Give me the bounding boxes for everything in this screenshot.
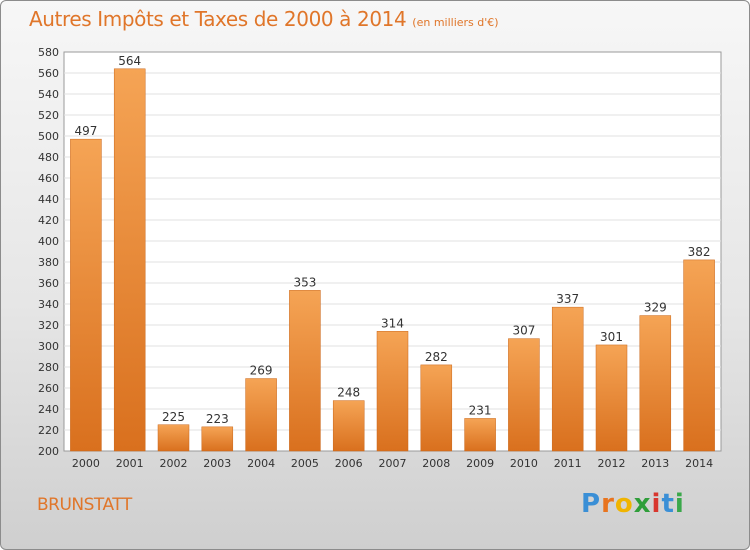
data-label: 497 (74, 124, 97, 138)
data-label: 225 (162, 410, 185, 424)
x-tick-label: 2007 (379, 457, 407, 470)
bar (508, 338, 540, 452)
data-label: 564 (118, 54, 141, 68)
data-label: 231 (469, 403, 492, 417)
x-tick-label: 2003 (203, 457, 231, 470)
proxiti-logo[interactable]: Proxiti (581, 489, 685, 519)
data-label: 301 (600, 330, 623, 344)
bar (289, 290, 321, 452)
y-tick-label: 320 (38, 319, 59, 332)
x-tick-label: 2004 (247, 457, 275, 470)
bar (157, 424, 190, 452)
bar (420, 364, 453, 452)
x-axis-labels: 2000 2001 2002 2003 2004 2005 2006 2007 2008 2009… (72, 457, 713, 470)
y-tick-label: 560 (38, 67, 59, 80)
logo-letter: i (651, 489, 662, 519)
logo-letter: i (674, 489, 685, 519)
logo-letter: r (601, 489, 615, 519)
bar (245, 378, 277, 452)
bar (70, 138, 102, 452)
y-tick-label: 440 (38, 193, 59, 206)
x-tick-label: 2013 (641, 457, 669, 470)
x-tick-label: 2000 (72, 457, 100, 470)
logo-letter: x (633, 489, 652, 519)
value-labels: 497 564 225 223 269 353 248 314 282 231 307 337 301 3… (74, 54, 710, 426)
y-tick-label: 220 (38, 424, 59, 437)
bar (113, 68, 146, 452)
y-tick-label: 540 (38, 88, 59, 101)
x-tick-label: 2012 (598, 457, 626, 470)
y-tick-label: 400 (38, 235, 59, 248)
bars (70, 68, 715, 452)
x-tick-label: 2002 (160, 457, 188, 470)
x-tick-label: 2010 (510, 457, 538, 470)
data-label: 223 (206, 412, 229, 426)
data-label: 248 (337, 386, 360, 400)
y-tick-label: 380 (38, 256, 59, 269)
y-tick-label: 280 (38, 361, 59, 374)
x-tick-label: 2014 (685, 457, 713, 470)
y-tick-label: 520 (38, 109, 59, 122)
chart-title-text: Autres Impôts et Taxes de 2000 à 2014 (29, 7, 407, 31)
data-label: 307 (512, 324, 535, 338)
y-axis-labels: 200 220 240 260 280 300 320 340 360 380 400 420 440 4… (38, 46, 59, 458)
y-tick-label: 500 (38, 130, 59, 143)
data-label: 353 (293, 275, 316, 289)
data-label: 314 (381, 316, 404, 330)
bar (595, 344, 628, 452)
logo-letter: P (581, 489, 602, 519)
logo-letter: o (614, 489, 634, 519)
y-tick-label: 240 (38, 403, 59, 416)
chart-subtitle: (en milliers d'€) (412, 16, 499, 29)
data-label: 382 (688, 245, 711, 259)
y-tick-label: 260 (38, 382, 59, 395)
bar (376, 331, 409, 452)
bar (201, 426, 234, 452)
bar (683, 259, 715, 452)
x-tick-label: 2008 (422, 457, 450, 470)
y-tick-label: 360 (38, 277, 59, 290)
bar (551, 306, 584, 452)
y-tick-label: 200 (38, 445, 59, 458)
y-tick-label: 420 (38, 214, 59, 227)
location-name: BRUNSTATT (37, 495, 132, 515)
x-tick-label: 2006 (335, 457, 363, 470)
x-tick-label: 2009 (466, 457, 494, 470)
data-label: 269 (250, 364, 273, 378)
y-tick-label: 340 (38, 298, 59, 311)
data-label: 329 (644, 301, 667, 315)
chart-title: Autres Impôts et Taxes de 2000 à 2014 (en… (29, 7, 499, 31)
x-tick-label: 2011 (554, 457, 582, 470)
x-tick-label: 2005 (291, 457, 319, 470)
y-tick-label: 480 (38, 151, 59, 164)
data-label: 337 (556, 292, 579, 306)
bar (639, 315, 672, 452)
y-tick-label: 460 (38, 172, 59, 185)
logo-letter: t (661, 489, 675, 519)
y-tick-label: 300 (38, 340, 59, 353)
y-tick-label: 580 (38, 46, 59, 59)
x-tick-label: 2001 (116, 457, 144, 470)
bar (332, 400, 365, 452)
data-label: 282 (425, 350, 448, 364)
bar (464, 418, 496, 452)
